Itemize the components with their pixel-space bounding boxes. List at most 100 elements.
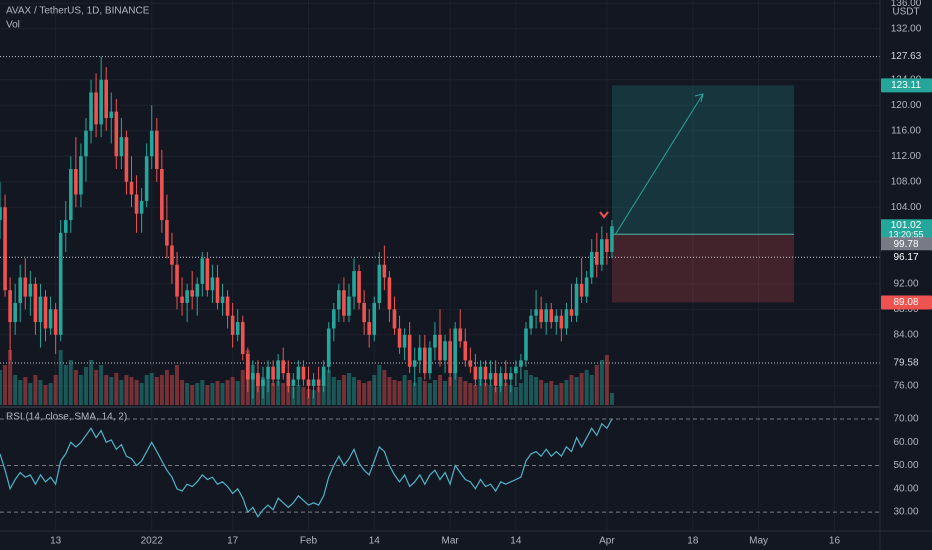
chart-title: AVAX / TetherUS, 1D, BINANCE — [6, 6, 150, 17]
countdown: 13:20:55 — [888, 230, 923, 240]
candle-body — [503, 373, 508, 380]
candle-body — [13, 302, 17, 323]
candle-body — [63, 220, 68, 233]
candle-body — [180, 296, 184, 303]
candle-body — [43, 296, 48, 329]
candle-body — [534, 309, 538, 316]
volume-bar — [78, 375, 83, 405]
volume-bar — [574, 377, 579, 405]
candle-body — [195, 283, 200, 297]
candle-body — [53, 309, 58, 335]
candle-body — [109, 111, 114, 118]
candle-body — [387, 277, 392, 310]
volume-bar — [159, 375, 164, 405]
rsi-label: RSI (14, close, SMA, 14, 2) — [6, 412, 127, 423]
candle-body — [160, 169, 164, 221]
volume-bar — [33, 375, 38, 405]
volume-bar — [432, 380, 437, 405]
volume-bar — [549, 381, 554, 405]
candle-body — [519, 360, 523, 367]
volume-bar — [220, 383, 225, 405]
volume-bar — [89, 360, 94, 405]
candle-body — [246, 353, 250, 380]
candle-body — [119, 137, 124, 157]
candle-body — [600, 239, 604, 265]
x-tick-label: 13 — [50, 536, 62, 547]
candle-body — [559, 315, 564, 329]
candle-body — [215, 277, 220, 303]
candle-body — [301, 366, 306, 380]
x-tick-label: Mar — [441, 536, 459, 547]
volume-bar — [402, 375, 407, 405]
volume-bar — [13, 375, 18, 405]
candle-body — [478, 366, 483, 380]
candle-body — [423, 347, 427, 374]
volume-bar — [104, 375, 109, 405]
volume-bar — [8, 350, 13, 405]
candle-body — [569, 309, 574, 316]
candle-body — [438, 334, 442, 361]
level-tag: 127.63 — [891, 51, 922, 62]
candle-body — [316, 379, 321, 386]
volume-bar — [453, 370, 458, 405]
volume-bar — [134, 380, 139, 405]
candle-body — [220, 296, 225, 303]
candle-body — [225, 296, 230, 316]
volume-bar — [331, 377, 336, 405]
candle-body — [564, 309, 569, 329]
candle-body — [58, 232, 63, 335]
stop-zone — [611, 234, 795, 303]
volume-bar — [544, 383, 549, 405]
candle-body — [33, 283, 38, 323]
volume-bar — [458, 377, 463, 405]
volume-bar — [73, 370, 78, 405]
candle-body — [144, 156, 149, 201]
volume-bar — [417, 377, 422, 405]
volume-bar — [589, 375, 594, 405]
candle-body — [397, 328, 402, 348]
candle-body — [331, 309, 336, 329]
volume-label: Vol — [6, 20, 20, 31]
volume-bar — [124, 375, 129, 405]
volume-bar — [99, 365, 104, 405]
volume-bar — [63, 365, 68, 405]
volume-bar — [422, 381, 427, 405]
candle-body — [3, 207, 7, 291]
candle-body — [589, 251, 594, 278]
candle-body — [266, 366, 270, 380]
candle-body — [428, 347, 432, 374]
candle-body — [205, 258, 210, 291]
x-tick-label: May — [749, 536, 768, 547]
y-tick-label: 116.00 — [891, 125, 921, 136]
candle-body — [281, 360, 286, 374]
candle-body — [524, 328, 528, 361]
candle-body — [458, 328, 463, 342]
volume-bar — [362, 383, 367, 405]
volume-bar — [377, 365, 382, 405]
volume-bar — [554, 385, 559, 405]
volume-bar — [149, 373, 154, 405]
volume-bar — [205, 385, 210, 405]
volume-bar — [341, 375, 346, 405]
y-tick-label: 88.00 — [893, 304, 918, 315]
y-tick-label: 120.00 — [891, 100, 922, 111]
volume-bar — [190, 385, 195, 405]
candle-body — [377, 264, 382, 303]
x-tick-label: Apr — [599, 536, 615, 547]
candle-body — [114, 111, 119, 157]
candle-body — [584, 277, 589, 297]
candle-body — [210, 277, 215, 291]
volume-bar — [119, 380, 124, 405]
volume-bar — [336, 380, 341, 405]
candle-body — [84, 130, 88, 157]
volume-bar — [443, 381, 448, 405]
signal-marker — [599, 211, 609, 219]
candle-body — [549, 309, 554, 323]
candle-body — [605, 239, 609, 252]
candle-body — [170, 245, 174, 265]
candle-body — [544, 309, 549, 323]
volume-bar — [195, 383, 200, 405]
candle-body — [326, 328, 331, 367]
volume-bar — [215, 381, 220, 405]
x-tick-label: 16 — [829, 536, 841, 547]
